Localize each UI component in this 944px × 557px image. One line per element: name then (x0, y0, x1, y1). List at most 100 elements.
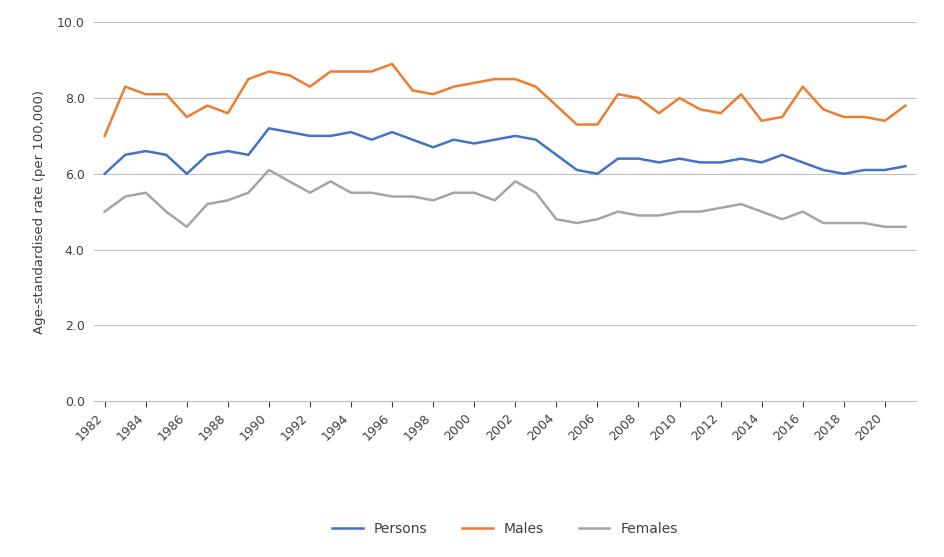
Persons (797, 159, 808, 166)
Males (346, 68, 357, 75)
Males (243, 76, 254, 82)
Females (448, 189, 460, 196)
Persons (818, 167, 829, 173)
Males (632, 95, 644, 101)
Females (325, 178, 336, 185)
Females (99, 208, 110, 215)
Persons (284, 129, 295, 135)
Females (653, 212, 665, 219)
Males (510, 76, 521, 82)
Persons (346, 129, 357, 135)
Females (160, 208, 172, 215)
Females (859, 219, 870, 226)
Males (202, 102, 213, 109)
Females (695, 208, 706, 215)
Persons (550, 152, 562, 158)
Males (428, 91, 439, 97)
Males (366, 68, 378, 75)
Males (181, 114, 193, 120)
Persons (756, 159, 767, 166)
Males (386, 61, 397, 67)
Males (448, 84, 460, 90)
Females (735, 201, 747, 207)
Females (550, 216, 562, 223)
Persons (468, 140, 480, 147)
Females (756, 208, 767, 215)
Males (284, 72, 295, 79)
Females (838, 219, 850, 226)
Persons (99, 170, 110, 177)
Persons (120, 152, 131, 158)
Males (879, 118, 890, 124)
Females (181, 223, 193, 230)
Persons (489, 136, 500, 143)
Persons (304, 133, 315, 139)
Females (715, 204, 726, 211)
Males (653, 110, 665, 116)
Males (120, 84, 131, 90)
Males (859, 114, 870, 120)
Males (695, 106, 706, 113)
Males (797, 84, 808, 90)
Persons (222, 148, 233, 154)
Persons (777, 152, 788, 158)
Legend: Persons, Males, Females: Persons, Males, Females (332, 521, 678, 536)
Females (304, 189, 315, 196)
Males (571, 121, 582, 128)
Males (818, 106, 829, 113)
Females (346, 189, 357, 196)
Persons (695, 159, 706, 166)
Persons (407, 136, 418, 143)
Line: Males: Males (105, 64, 905, 136)
Y-axis label: Age-standardised rate (per 100,000): Age-standardised rate (per 100,000) (33, 90, 45, 334)
Males (99, 133, 110, 139)
Persons (181, 170, 193, 177)
Persons (448, 136, 460, 143)
Persons (592, 170, 603, 177)
Persons (632, 155, 644, 162)
Persons (386, 129, 397, 135)
Females (428, 197, 439, 204)
Persons (838, 170, 850, 177)
Females (571, 219, 582, 226)
Females (592, 216, 603, 223)
Males (900, 102, 911, 109)
Persons (202, 152, 213, 158)
Males (592, 121, 603, 128)
Females (222, 197, 233, 204)
Males (468, 80, 480, 86)
Males (735, 91, 747, 97)
Females (366, 189, 378, 196)
Females (489, 197, 500, 204)
Persons (571, 167, 582, 173)
Females (632, 212, 644, 219)
Males (160, 91, 172, 97)
Males (756, 118, 767, 124)
Persons (140, 148, 151, 154)
Females (263, 167, 275, 173)
Persons (243, 152, 254, 158)
Persons (366, 136, 378, 143)
Males (777, 114, 788, 120)
Males (838, 114, 850, 120)
Females (468, 189, 480, 196)
Females (777, 216, 788, 223)
Females (879, 223, 890, 230)
Females (510, 178, 521, 185)
Males (325, 68, 336, 75)
Persons (674, 155, 685, 162)
Persons (613, 155, 624, 162)
Persons (715, 159, 726, 166)
Persons (325, 133, 336, 139)
Persons (160, 152, 172, 158)
Persons (531, 136, 542, 143)
Females (613, 208, 624, 215)
Females (407, 193, 418, 200)
Line: Females: Females (105, 170, 905, 227)
Persons (900, 163, 911, 169)
Males (222, 110, 233, 116)
Females (797, 208, 808, 215)
Males (407, 87, 418, 94)
Females (386, 193, 397, 200)
Males (715, 110, 726, 116)
